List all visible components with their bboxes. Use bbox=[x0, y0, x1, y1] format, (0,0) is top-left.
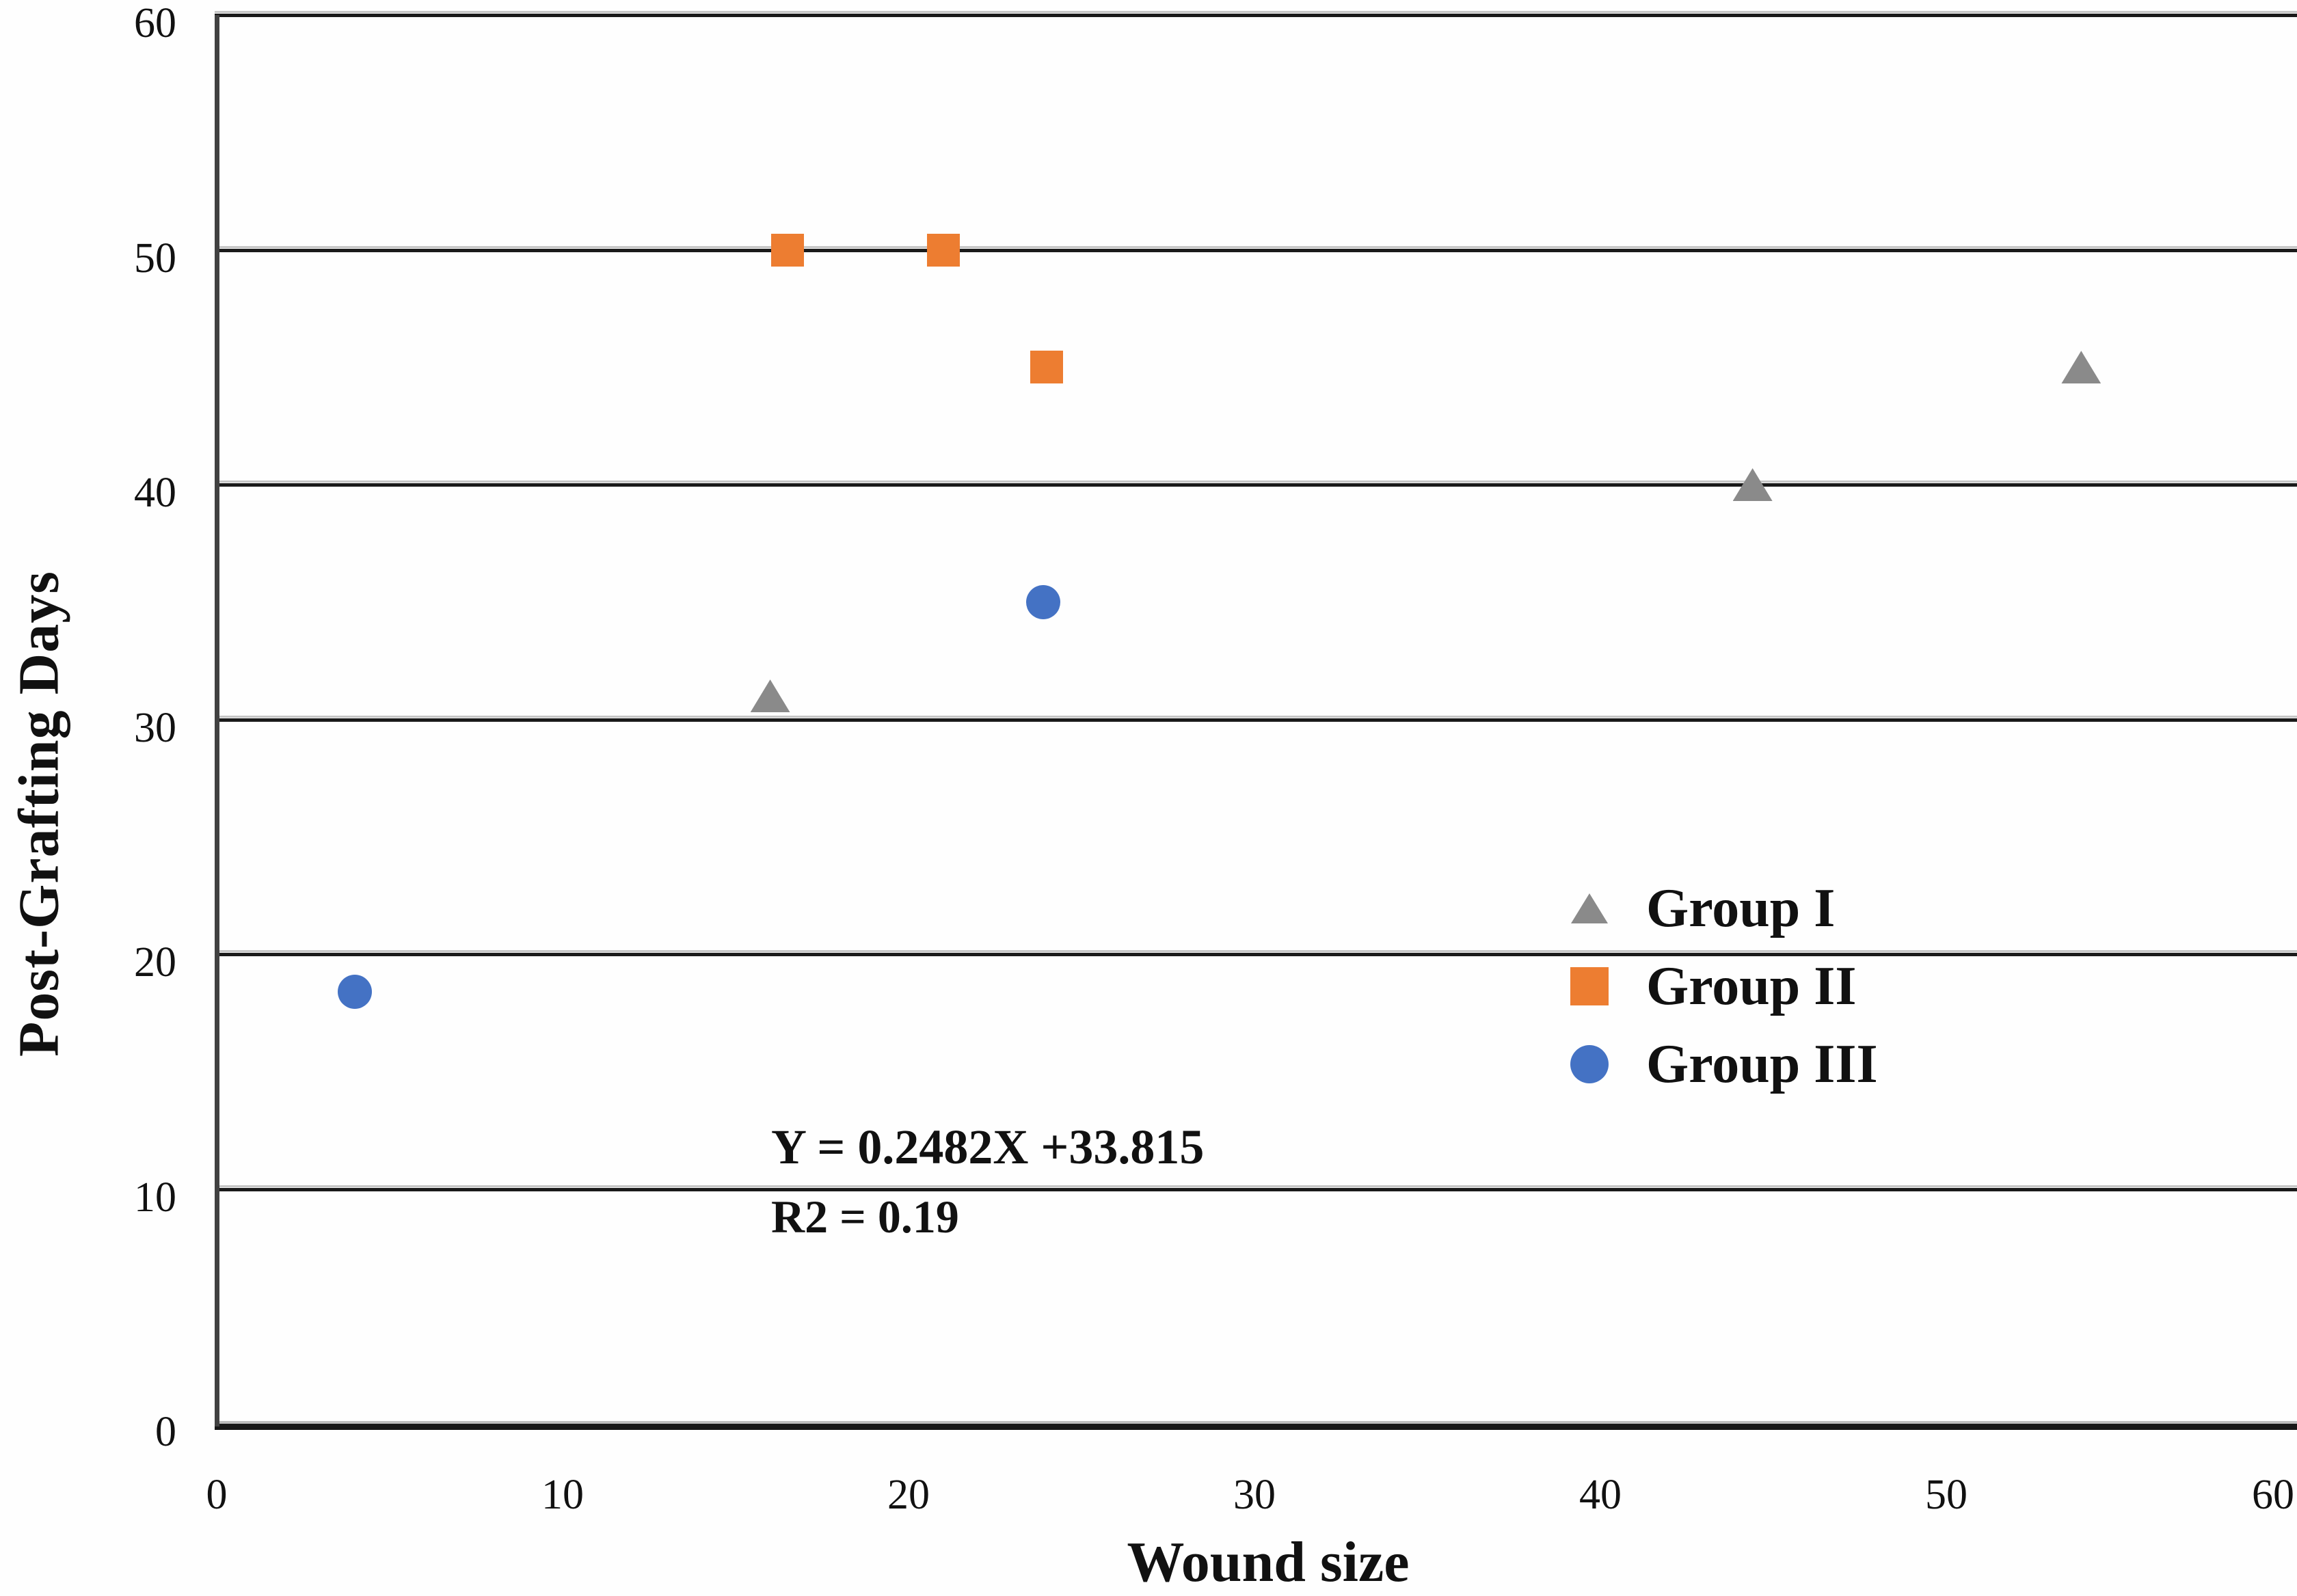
data-point-group-ii bbox=[1030, 351, 1064, 384]
triangle-marker-icon bbox=[1571, 893, 1608, 923]
y-tick-label-0: 0 bbox=[155, 1409, 176, 1455]
gridline-y-60 bbox=[215, 11, 2297, 17]
x-tick-label-30: 30 bbox=[1233, 1472, 1276, 1518]
circle-marker-icon bbox=[1570, 1045, 1609, 1083]
r-squared-value: R2 = 0.19 bbox=[771, 1191, 959, 1243]
legend-marker-cell bbox=[1566, 1045, 1613, 1083]
legend-item-group-ii: Group II bbox=[1566, 947, 1878, 1025]
y-axis-line bbox=[215, 15, 219, 1426]
y-tick-label-10: 10 bbox=[134, 1174, 176, 1221]
data-point-group-iii bbox=[1026, 584, 1061, 619]
x-tick-label-60: 60 bbox=[2252, 1472, 2294, 1518]
x-tick-label-10: 10 bbox=[541, 1472, 584, 1518]
data-point-group-ii bbox=[926, 233, 960, 267]
legend-label: Group I bbox=[1646, 878, 1836, 938]
data-point-group-i bbox=[750, 679, 790, 713]
gridline-y-20 bbox=[215, 950, 2297, 956]
legend-item-group-i: Group I bbox=[1566, 869, 1878, 947]
data-point-group-i bbox=[2061, 351, 2101, 384]
y-tick-label-30: 30 bbox=[134, 704, 176, 751]
legend-marker-cell bbox=[1566, 967, 1613, 1005]
gridline-y-50 bbox=[215, 245, 2297, 252]
square-marker-icon bbox=[1570, 967, 1609, 1005]
y-tick-label-40: 40 bbox=[134, 470, 176, 516]
legend: Group I Group II Group III bbox=[1566, 869, 1878, 1103]
legend-label: Group II bbox=[1646, 956, 1857, 1016]
x-tick-label-50: 50 bbox=[1925, 1472, 1967, 1518]
regression-equation: Y = 0.2482X +33.815 bbox=[771, 1120, 1205, 1174]
legend-item-group-iii: Group III bbox=[1566, 1025, 1878, 1103]
legend-marker-cell bbox=[1566, 893, 1613, 923]
y-tick-label-60: 60 bbox=[134, 0, 176, 46]
x-tick-label-20: 20 bbox=[887, 1472, 930, 1518]
x-axis-line bbox=[215, 1421, 2297, 1430]
y-axis-title: Post-Grafting Days bbox=[7, 571, 71, 1057]
data-point-group-ii bbox=[770, 233, 804, 267]
gridline-y-40 bbox=[215, 481, 2297, 487]
gridline-y-30 bbox=[215, 715, 2297, 722]
x-axis-title: Wound size bbox=[1127, 1530, 1410, 1594]
data-point-group-iii bbox=[338, 974, 373, 1009]
x-tick-label-0: 0 bbox=[206, 1472, 228, 1518]
gridline-y-10 bbox=[215, 1185, 2297, 1191]
legend-label: Group III bbox=[1646, 1034, 1878, 1094]
y-tick-label-50: 50 bbox=[134, 234, 176, 282]
regression-annotation: Y = 0.2482X +33.815 R2 = 0.19 bbox=[771, 1121, 1204, 1241]
x-tick-label-40: 40 bbox=[1579, 1472, 1622, 1518]
y-tick-label-20: 20 bbox=[134, 939, 176, 986]
